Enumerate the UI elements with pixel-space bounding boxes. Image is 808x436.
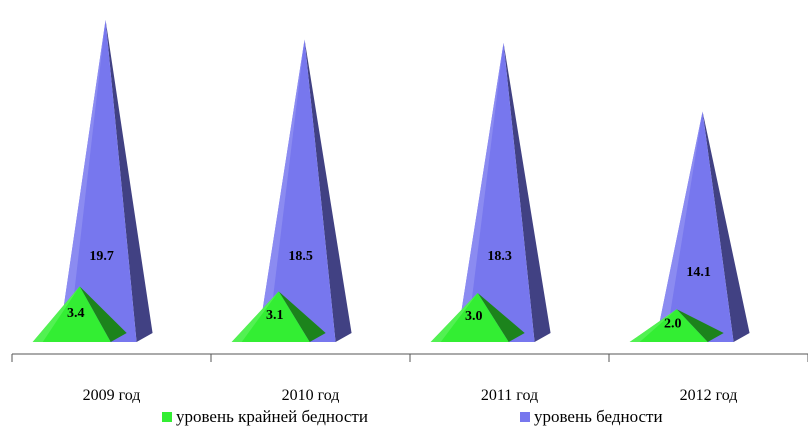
pyramid-highlight — [231, 291, 279, 342]
legend: уровень крайней бедности уровень бедности — [162, 407, 663, 426]
data-label: 14.1 — [686, 265, 711, 280]
pyramid-highlight — [456, 42, 504, 343]
category-label: 2009 год — [83, 387, 141, 404]
pyramid-poverty-1: 19.7 — [58, 19, 153, 343]
pyramid-side-face — [702, 111, 750, 342]
data-label: 2.0 — [664, 316, 682, 331]
legend-swatch — [162, 412, 172, 422]
pyramid-highlight — [655, 111, 703, 342]
category-label: 2010 год — [282, 387, 340, 404]
pyramid-side-face — [105, 19, 153, 343]
legend-label: уровень крайней бедности — [176, 407, 368, 426]
data-label: 18.3 — [487, 249, 512, 264]
pyramid-front-face — [430, 292, 509, 342]
pyramid-extreme-poverty-2: 3.1 — [231, 291, 326, 342]
pyramid-highlight — [430, 292, 478, 342]
pyramid-highlight — [58, 19, 106, 343]
pyramid-side-face — [278, 291, 326, 342]
pyramid-side-face — [676, 309, 724, 342]
legend-label: уровень бедности — [534, 407, 663, 426]
pyramid-extreme-poverty-1: 3.4 — [32, 286, 127, 342]
data-label: 3.0 — [465, 309, 483, 324]
pyramid-side-face — [477, 292, 525, 342]
pyramid-highlight — [257, 39, 305, 343]
pyramid-poverty-2: 18.5 — [257, 39, 352, 343]
pyramid-side-face — [79, 286, 127, 342]
pyramid-extreme-poverty-3: 3.0 — [430, 292, 525, 342]
category-label: 2011 год — [481, 387, 538, 404]
pyramid-poverty-3: 18.3 — [456, 42, 551, 343]
pyramid-front-face — [58, 19, 137, 343]
data-label: 19.7 — [89, 249, 114, 264]
pyramid-highlight — [629, 309, 677, 342]
pyramid-front-face — [655, 111, 734, 342]
pyramid-poverty-4: 14.1 — [655, 111, 750, 342]
pyramid-side-face — [304, 39, 352, 343]
pyramid-front-face — [231, 291, 310, 342]
pyramid-extreme-poverty-4: 2.0 — [629, 309, 724, 342]
pyramid-front-face — [32, 286, 111, 342]
data-label: 18.5 — [288, 249, 313, 264]
pyramid-front-face — [456, 42, 535, 343]
category-label: 2012 год — [680, 387, 738, 404]
pyramid-highlight — [32, 286, 80, 342]
pyramid-side-face — [503, 42, 551, 343]
category-labels: 2009 год 2010 год 2011 год 2012 год — [83, 387, 738, 404]
x-axis — [11, 353, 808, 362]
data-label: 3.4 — [67, 306, 85, 321]
pyramid-front-face — [257, 39, 336, 343]
pyramid-front-face — [629, 309, 708, 342]
bars: 19.7 3.4 18.5 3.1 18.3 3.0 14.1 2.0 — [32, 19, 750, 343]
data-label: 3.1 — [266, 308, 284, 323]
legend-swatch — [520, 412, 530, 422]
